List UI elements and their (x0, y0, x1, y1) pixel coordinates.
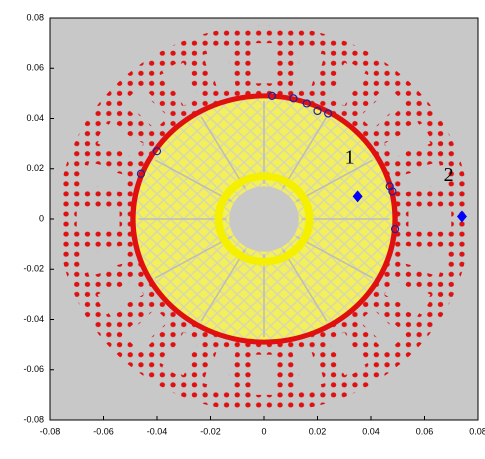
slot-head (82, 161, 103, 190)
slot-head (79, 206, 93, 232)
slot (250, 43, 278, 84)
diamond-point (456, 210, 467, 223)
circle-point (390, 224, 400, 234)
y-tick-label: 0 (39, 213, 44, 223)
slot-head (338, 62, 368, 87)
slot-head (160, 62, 190, 87)
slot (203, 46, 236, 91)
slot (124, 87, 169, 130)
slot (292, 46, 325, 91)
rotor-line (296, 159, 374, 203)
y-tick-label: 0.08 (26, 12, 44, 22)
slot-head (124, 87, 153, 115)
slot (359, 87, 404, 130)
circle-point (267, 91, 277, 100)
slot (97, 121, 144, 159)
slot (328, 62, 368, 106)
circle-point (313, 106, 322, 116)
x-tick-label: 0.06 (416, 426, 434, 436)
slot (328, 332, 368, 376)
rotor-line (282, 249, 328, 322)
annotation: 1 (345, 146, 355, 168)
slot (80, 161, 127, 193)
slot-head (203, 48, 233, 67)
slot (292, 347, 325, 392)
stator (58, 25, 470, 413)
slot (408, 206, 452, 232)
slot (76, 206, 120, 232)
slot (401, 245, 448, 277)
slot (384, 279, 431, 317)
slot-head (97, 288, 123, 317)
diamond-point (352, 190, 363, 203)
slot-head (97, 121, 123, 150)
circle-point (388, 187, 397, 196)
slot-head (295, 48, 325, 67)
slot-head (375, 87, 404, 115)
slot-head (203, 371, 233, 390)
slot-head (338, 351, 368, 376)
x-tick-label: 0.08 (469, 426, 485, 436)
slot (359, 308, 404, 351)
slot-head (250, 379, 278, 393)
slot-head (160, 351, 190, 376)
slot (401, 161, 448, 193)
shaft (229, 186, 299, 252)
x-tick-label: -0.04 (147, 426, 168, 436)
slot-head (82, 248, 103, 277)
y-tick-label: 0.06 (26, 63, 44, 73)
slot-head (250, 45, 278, 59)
y-tick-label: 0.02 (26, 163, 44, 173)
slot (160, 332, 200, 376)
rotor-line (200, 249, 246, 322)
circle-point (324, 109, 333, 118)
y-tick-label: 0.04 (26, 113, 44, 123)
rotor-line (154, 159, 232, 203)
x-tick-label: -0.02 (200, 426, 221, 436)
x-tick-label: 0 (261, 426, 266, 436)
rotor-line (282, 116, 328, 189)
rotor-line (154, 235, 232, 279)
slot-head (405, 288, 431, 317)
shaft-ring (214, 172, 314, 266)
y-tick-label: -0.08 (23, 414, 44, 424)
slot-head (435, 206, 449, 232)
slot (384, 121, 431, 159)
slot-head (375, 323, 404, 351)
slot-head (295, 371, 325, 390)
circle-point (289, 94, 298, 103)
y-tick-label: -0.06 (23, 364, 44, 374)
rotor-line (296, 235, 374, 279)
slot (160, 62, 200, 106)
circle-point (136, 169, 146, 178)
annotation: 2 (444, 164, 454, 186)
slot (124, 308, 169, 351)
slot (250, 354, 278, 395)
y-tick-label: -0.02 (23, 264, 44, 274)
x-tick-label: 0.02 (309, 426, 327, 436)
machine-mesh (58, 25, 470, 413)
circle-point (302, 99, 311, 108)
rotor-line (200, 116, 246, 189)
y-tick-label: -0.04 (23, 314, 44, 324)
slot-head (124, 323, 153, 351)
slot-head (405, 121, 431, 150)
slot (97, 279, 144, 317)
x-tick-label: -0.06 (93, 426, 114, 436)
slot (203, 347, 236, 392)
x-tick-label: -0.08 (40, 426, 61, 436)
slot (80, 245, 127, 277)
x-tick-label: 0.04 (362, 426, 380, 436)
circle-point (152, 147, 162, 156)
data-layer: -0.08 -0.06 -0.04 -0.02 0 0.02 0.04 0.06 0.08 -0.… (23, 12, 485, 436)
